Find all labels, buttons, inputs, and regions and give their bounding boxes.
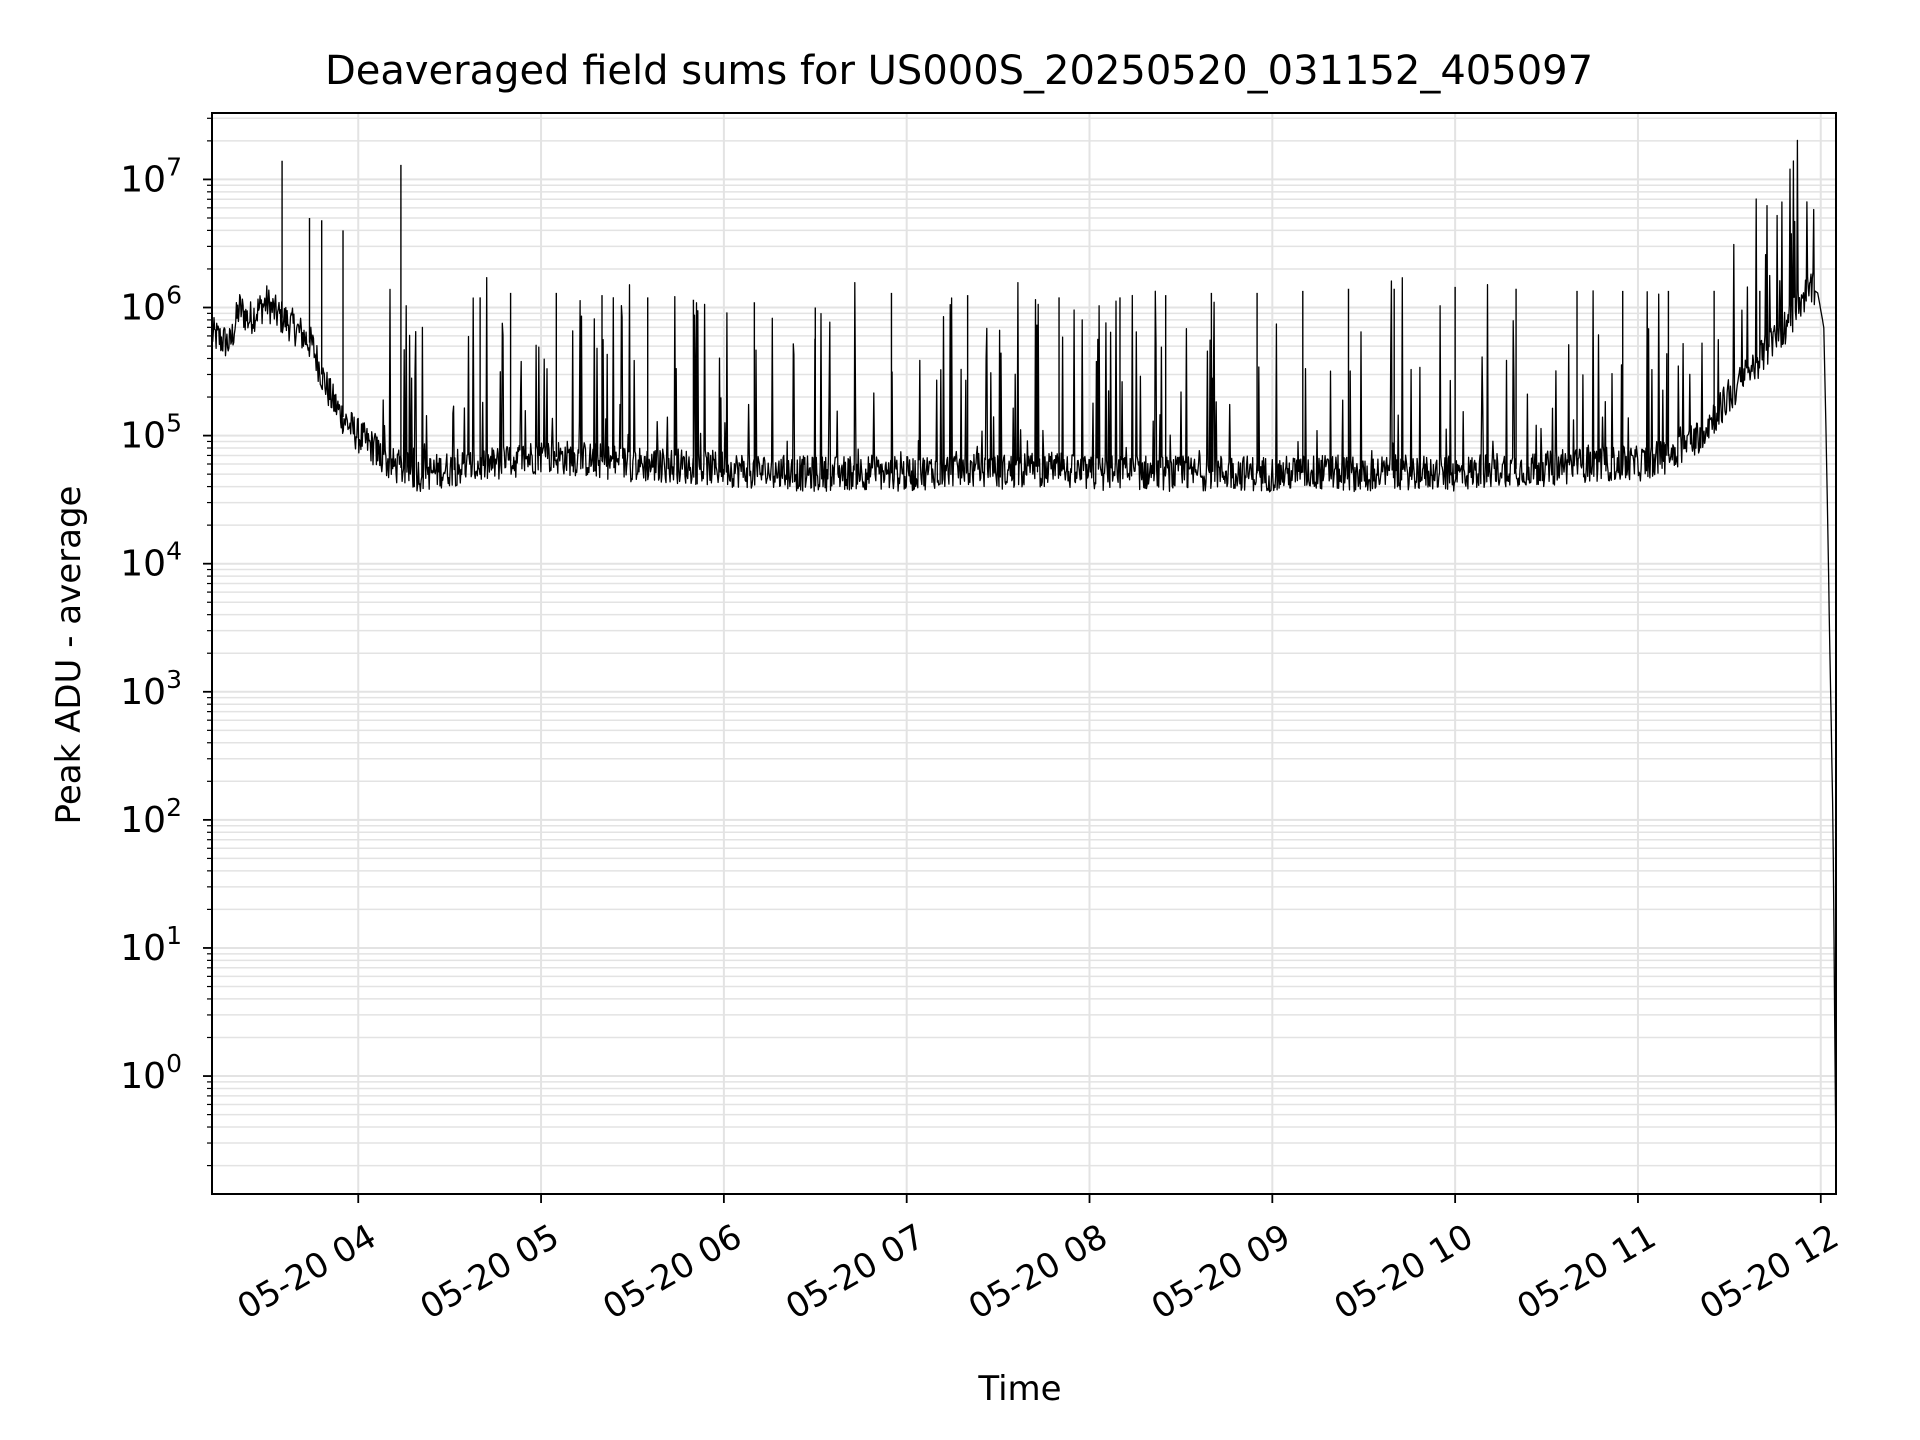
x-axis-label: Time	[977, 1369, 1061, 1409]
y-tick-label: 107	[120, 152, 182, 200]
y-tick-label: 105	[120, 409, 182, 457]
grid	[212, 113, 1836, 1194]
y-tick-label: 102	[120, 793, 182, 841]
y-tick-label: 104	[120, 537, 182, 585]
plot-area	[211, 139, 1837, 1166]
series-line	[211, 139, 1837, 1166]
y-tick-label: 100	[120, 1049, 182, 1097]
y-tick-label: 101	[120, 921, 182, 969]
y-axis-label: Peak ADU - average	[49, 486, 89, 825]
y-tick-label: 103	[120, 665, 182, 713]
y-tick-label: 106	[120, 281, 182, 329]
chart-title: Deaveraged field sums for US000S_2025052…	[325, 48, 1593, 94]
